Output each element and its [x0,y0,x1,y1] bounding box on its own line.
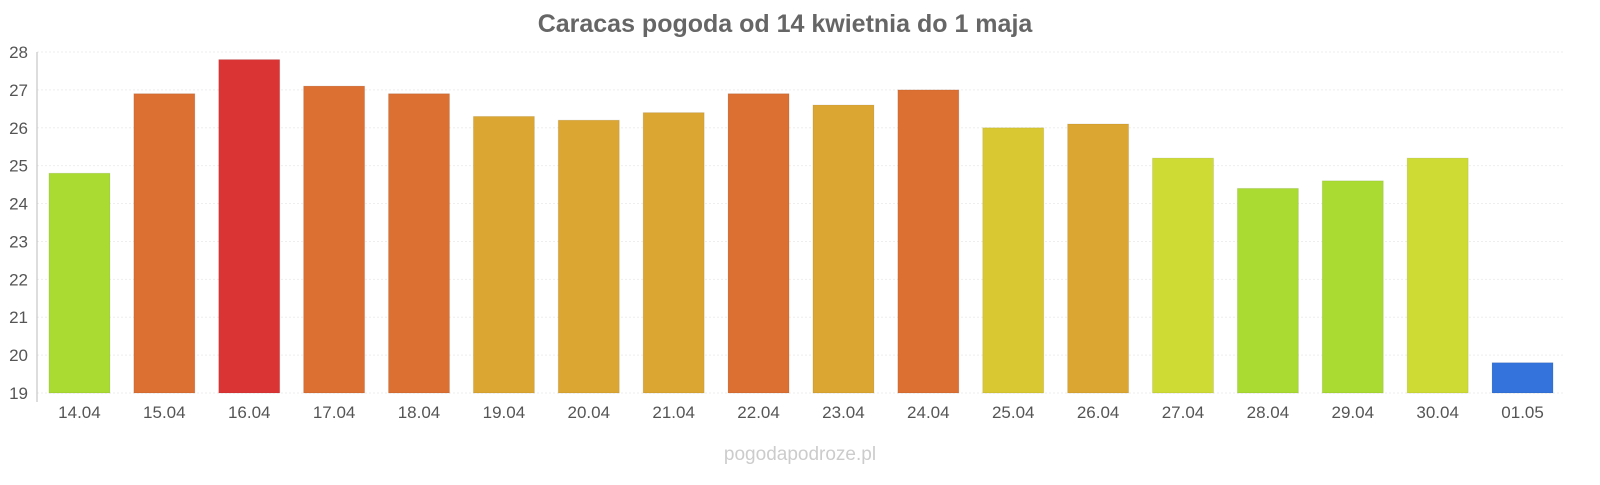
watermark: pogodapodroze.pl [724,444,876,465]
y-tick-label: 24 [9,195,28,214]
x-tick-label: 30.04 [1416,403,1459,422]
bar [727,93,790,394]
x-tick-label: 01.05 [1501,403,1544,422]
y-tick-label: 27 [9,81,28,100]
x-tick-label: 17.04 [313,403,356,422]
bar [1067,123,1130,394]
y-tick-label: 22 [9,270,28,289]
bar [1152,157,1214,394]
x-tick-label: 15.04 [143,403,186,422]
x-tick-label: 21.04 [652,403,695,422]
x-tick-label: 16.04 [228,403,271,422]
x-tick-label: 26.04 [1077,403,1120,422]
chart-title: Caracas pogoda od 14 kwietnia do 1 maja [538,10,1034,38]
bar [982,127,1045,394]
y-tick-label: 28 [9,43,28,62]
y-tick-label: 25 [9,157,28,176]
bar [133,93,196,394]
x-tick-label: 18.04 [398,403,441,422]
bar [1491,362,1554,394]
x-tick-label: 28.04 [1247,403,1290,422]
bar [642,112,705,394]
bar [1321,180,1384,394]
x-tick-label: 19.04 [483,403,526,422]
y-tick-label: 19 [9,384,28,403]
bar [897,89,960,394]
bar [812,104,875,394]
x-tick-label: 22.04 [737,403,780,422]
x-tick-label: 27.04 [1162,403,1205,422]
x-tick-label: 24.04 [907,403,950,422]
bar [557,119,620,394]
x-tick-label: 14.04 [58,403,101,422]
x-tick-label: 25.04 [992,403,1035,422]
bar [1406,157,1469,394]
y-tick-label: 21 [9,308,28,327]
bar [303,85,366,394]
y-tick-label: 20 [9,346,28,365]
x-tick-label: 29.04 [1332,403,1375,422]
bar [472,115,535,394]
y-tick-label: 23 [9,232,28,251]
bar [1236,187,1299,394]
bar [218,59,281,394]
x-tick-label: 20.04 [568,403,611,422]
y-tick-label: 26 [9,119,28,138]
bar [48,172,111,394]
x-tick-label: 23.04 [822,403,865,422]
bar [388,93,450,394]
